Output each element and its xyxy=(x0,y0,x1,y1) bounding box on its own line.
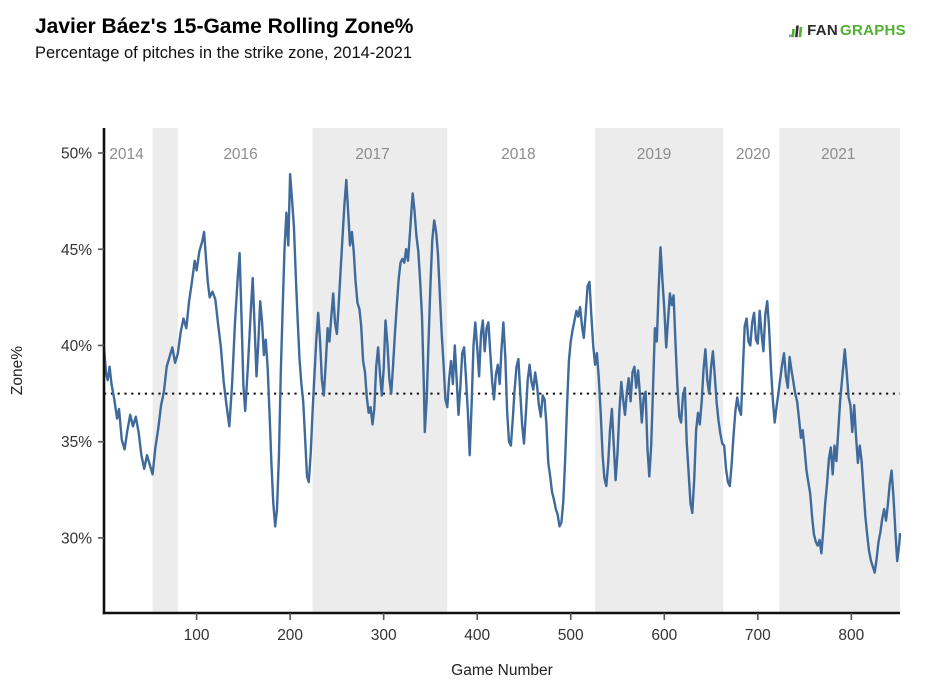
x-tick-label: 500 xyxy=(558,627,584,644)
x-tick-label: 600 xyxy=(651,627,677,644)
x-tick-label: 200 xyxy=(277,627,303,644)
chart-header: Javier Báez's 15-Game Rolling Zone% Perc… xyxy=(35,14,413,63)
year-label-2018: 2018 xyxy=(501,146,535,163)
year-label-2017: 2017 xyxy=(355,146,389,163)
x-tick-label: 100 xyxy=(184,627,210,644)
year-band-2021 xyxy=(779,128,900,613)
x-tick-label: 400 xyxy=(464,627,490,644)
year-label-2020: 2020 xyxy=(736,146,771,163)
page-title: Javier Báez's 15-Game Rolling Zone% xyxy=(35,15,414,38)
y-tick-label: 30% xyxy=(61,530,92,547)
x-axis-title: Game Number xyxy=(451,662,553,679)
y-tick-label: 45% xyxy=(61,242,92,259)
x-tick-label: 800 xyxy=(838,627,864,644)
page-subtitle: Percentage of pitches in the strike zone… xyxy=(35,44,412,63)
y-tick-label: 50% xyxy=(61,146,92,163)
x-tick-label: 300 xyxy=(371,627,397,644)
year-label-2021: 2021 xyxy=(821,146,855,163)
y-tick-label: 40% xyxy=(61,338,92,355)
year-label-2016: 2016 xyxy=(223,146,257,163)
y-tick-label: 35% xyxy=(61,434,92,451)
logo-text-fan: FAN xyxy=(807,22,839,39)
y-axis-title: Zone% xyxy=(9,346,26,395)
fangraphs-bars-icon xyxy=(788,22,805,39)
year-band-2019 xyxy=(595,128,724,613)
year-label-2014: 2014 xyxy=(109,146,144,163)
rolling-zone-line xyxy=(102,173,902,574)
fangraphs-logo[interactable]: FAN GRAPHS xyxy=(788,22,906,39)
year-label-2019: 2019 xyxy=(637,146,671,163)
x-tick-label: 700 xyxy=(745,627,771,644)
logo-text-graphs: GRAPHS xyxy=(840,22,906,39)
